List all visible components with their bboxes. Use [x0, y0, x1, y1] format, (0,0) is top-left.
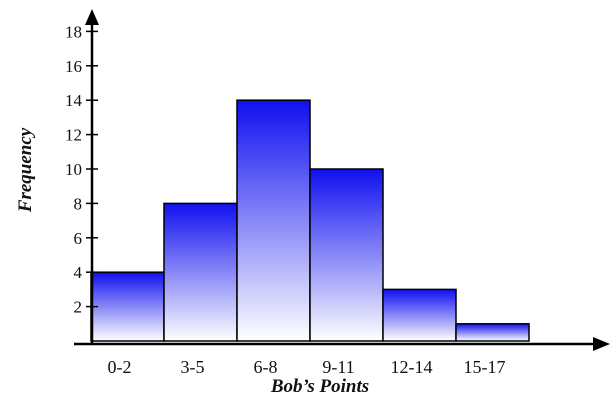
x-axis-arrowhead [593, 337, 610, 351]
bar-0-2 [90, 271, 165, 342]
bar-15-17 [455, 323, 530, 342]
bar-9-11 [309, 168, 384, 342]
y-tick-label-10: 10 [65, 160, 82, 179]
x-axis-title: Bob’s Points [270, 376, 369, 397]
y-axis-title: Frequency [15, 127, 36, 213]
x-category-label-12-14: 12-14 [391, 357, 433, 377]
x-category-label-9-11: 9-11 [322, 357, 354, 377]
y-tick-label-2: 2 [74, 298, 83, 317]
axes-layer [74, 9, 610, 351]
x-category-label-3-5: 3-5 [181, 357, 205, 377]
bar-12-14 [382, 288, 457, 342]
x-category-label-15-17: 15-17 [464, 357, 506, 377]
y-tick-label-12: 12 [65, 126, 82, 145]
x-category-label-0-2: 0-2 [108, 357, 132, 377]
y-tick-label-4: 4 [74, 263, 83, 282]
y-ticks-layer: 2 4 6 8 10 12 14 16 18 [65, 22, 98, 317]
y-axis-arrowhead [85, 9, 99, 25]
y-tick-label-18: 18 [65, 22, 82, 41]
y-tick-label-14: 14 [65, 91, 83, 110]
bar-3-5 [163, 202, 238, 342]
x-labels-layer: 0-2 3-5 6-8 9-11 12-14 15-17 [108, 357, 506, 377]
x-category-label-6-8: 6-8 [254, 357, 278, 377]
bars-layer [90, 99, 530, 342]
bar-6-8 [236, 99, 311, 342]
y-tick-label-6: 6 [74, 229, 83, 248]
y-tick-label-8: 8 [74, 194, 83, 213]
y-tick-label-16: 16 [65, 57, 82, 76]
